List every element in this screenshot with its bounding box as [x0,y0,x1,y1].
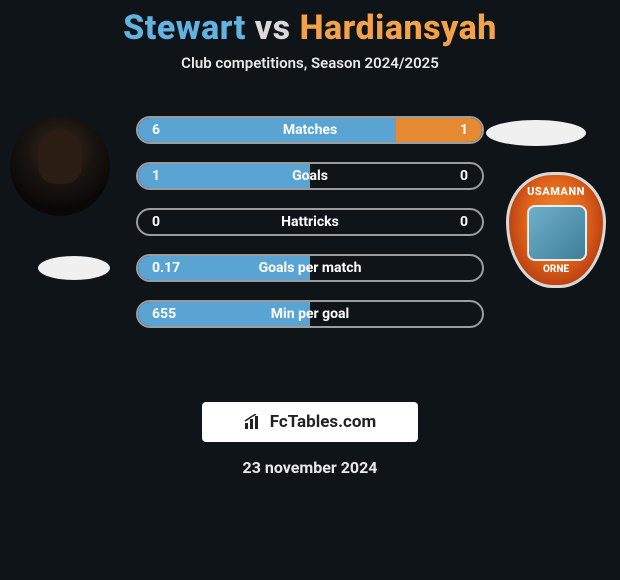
footer-date: 23 november 2024 [0,458,620,477]
stat-value-left: 1 [138,168,208,184]
stat-value-left: 6 [138,122,208,138]
stat-label: Goals [208,168,412,184]
stat-value-left: 0 [138,214,208,230]
brand-badge: FcTables.com [202,402,418,442]
player-left-flag-icon [38,256,110,280]
title-player-left: Stewart [123,8,246,48]
stat-row: 1Goals0 [136,162,484,190]
subtitle: Club competitions, Season 2024/2025 [0,54,620,72]
stat-row: 0Hattricks0 [136,208,484,236]
stat-value-right: 0 [412,214,482,230]
bar-chart-icon [244,414,264,430]
stat-label: Min per goal [208,306,412,322]
stat-value-left: 0.17 [138,260,208,276]
page-title: Stewart vs Hardiansyah [0,8,620,48]
player-right-club-crest-icon [506,172,606,288]
stat-value-right: 1 [412,122,482,138]
stat-label: Matches [208,122,412,138]
brand-text: FcTables.com [270,412,376,432]
crest-inner-shield-icon [527,205,587,261]
title-vs: vs [246,8,300,48]
player-right-flag-icon [486,120,586,146]
comparison-panel: 6Matches11Goals00Hattricks00.17Goals per… [0,96,620,396]
player-left-avatar [10,116,110,216]
stats-rows: 6Matches11Goals00Hattricks00.17Goals per… [136,116,484,346]
stat-label: Goals per match [208,260,412,276]
stat-label: Hattricks [208,214,412,230]
stat-row: 6Matches1 [136,116,484,144]
stat-row: 655Min per goal [136,300,484,328]
stat-value-left: 655 [138,306,208,322]
stat-row: 0.17Goals per match [136,254,484,282]
title-player-right: Hardiansyah [300,8,497,48]
stat-value-right: 0 [412,168,482,184]
